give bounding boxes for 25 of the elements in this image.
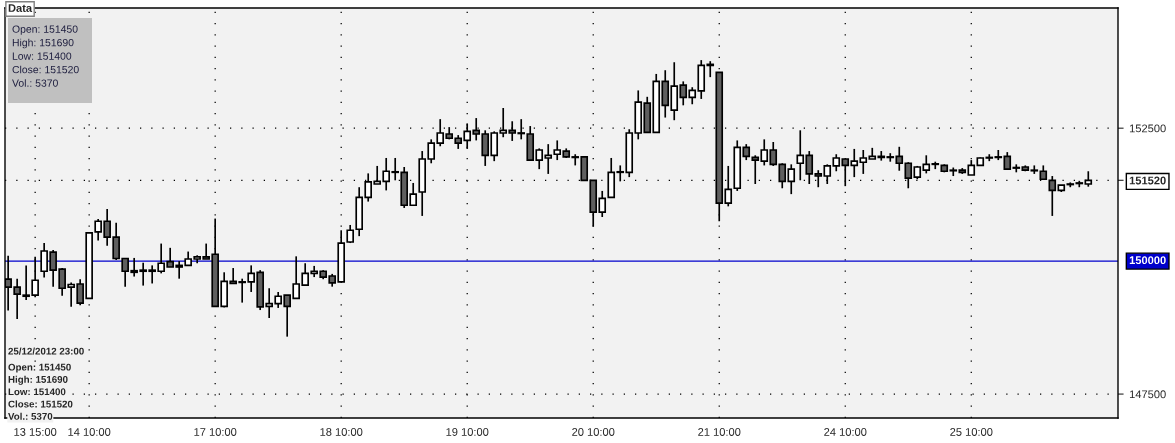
- annotation: Low: 151400: [8, 388, 66, 396]
- annotation: 25/12/2012 23:00: [8, 347, 84, 355]
- y-tick-label: 152500: [1129, 124, 1166, 133]
- annotation: Open: 151450: [8, 363, 71, 373]
- annotation: Close: 151520: [8, 400, 73, 408]
- x-tick-label: 14 10:00: [68, 428, 111, 436]
- y-tick-label: 147500: [1129, 390, 1166, 399]
- x-tick-label: 25 10:00: [950, 428, 993, 436]
- annotation: High: 151690: [8, 375, 68, 385]
- annotation: Close: 151520: [12, 65, 79, 74]
- annotation: Open: 151450: [12, 25, 78, 35]
- x-tick-label: 17 10:00: [194, 428, 237, 436]
- x-tick-label: 21 10:00: [698, 428, 741, 436]
- x-tick-label: 13 15:00: [14, 428, 57, 436]
- annotation: High: 151690: [12, 38, 74, 49]
- y-tick-label: 151520: [1129, 176, 1166, 185]
- annotation: Vol.: 5370: [8, 412, 53, 420]
- ref-line-label: 150000: [1129, 256, 1166, 265]
- annotation: Low: 151400: [12, 52, 72, 60]
- x-tick-label: 18 10:00: [320, 428, 363, 436]
- annotation: Vol.: 5370: [12, 79, 58, 87]
- x-tick-label: 19 10:00: [446, 428, 489, 436]
- x-tick-label: 20 10:00: [572, 428, 615, 436]
- x-tick-label: 24 10:00: [824, 428, 867, 436]
- annotation: Data: [8, 4, 33, 12]
